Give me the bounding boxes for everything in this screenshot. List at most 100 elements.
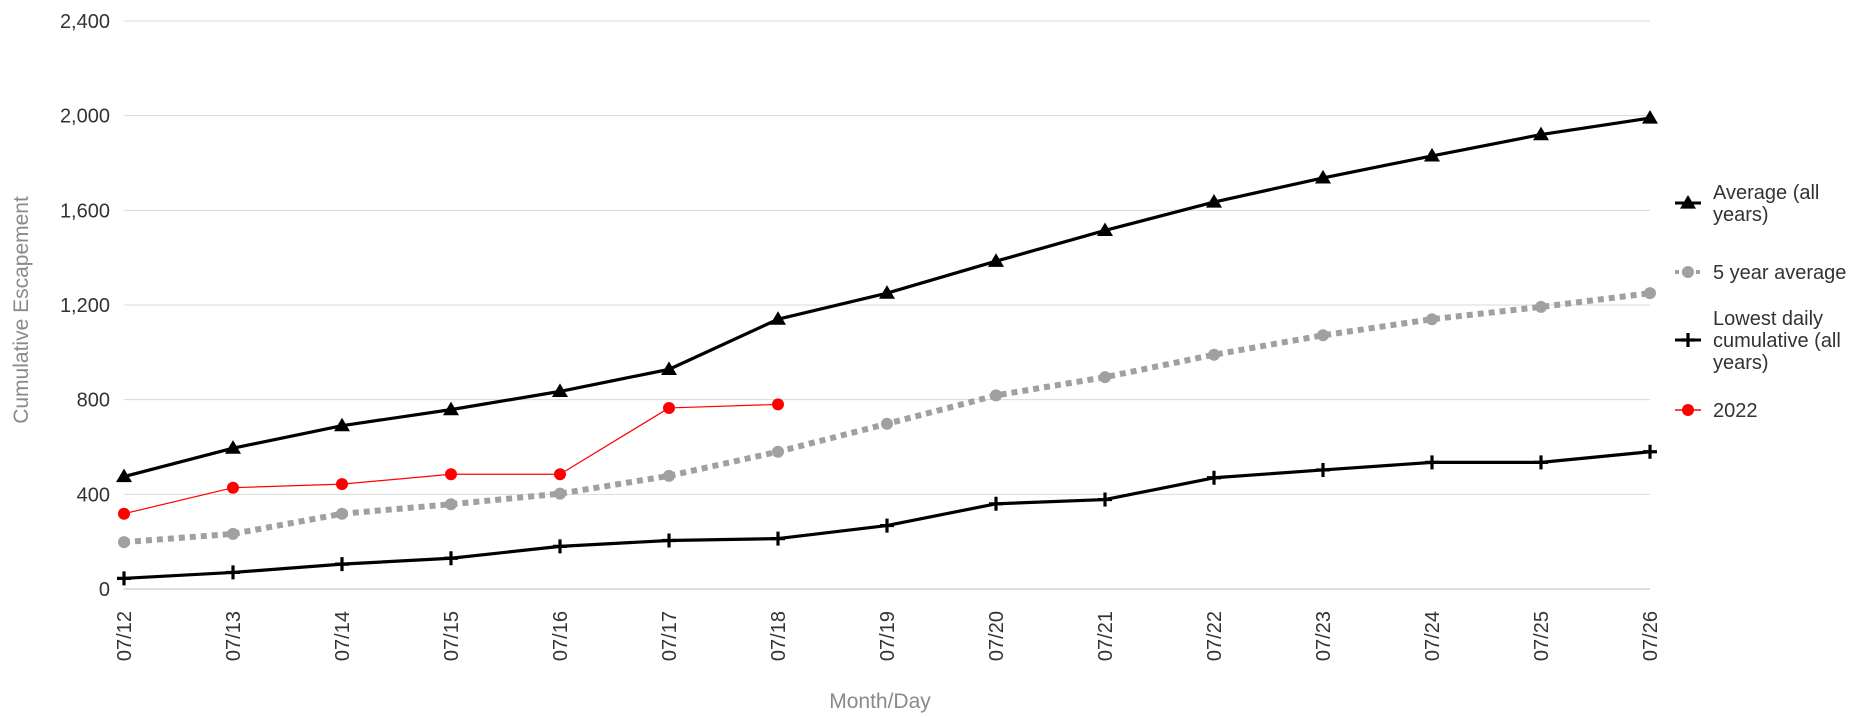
data-point [1316, 462, 1330, 477]
x-axis-title: Month/Day [829, 690, 931, 713]
x-tick-label: 07/20 [986, 611, 1008, 661]
x-tick-label: 07/16 [550, 611, 572, 661]
series-2 [118, 287, 1656, 549]
y-tick-label: 400 [77, 484, 110, 506]
data-point [1098, 492, 1112, 507]
data-point [1207, 470, 1221, 485]
data-point [770, 311, 786, 325]
data-point [880, 518, 894, 533]
data-point [1534, 455, 1548, 470]
data-point [1426, 313, 1438, 326]
data-point [771, 531, 785, 546]
legend-item: 5 year average [1675, 262, 1846, 284]
legend-label-line: 5 year average [1713, 262, 1846, 284]
series-4 [118, 398, 784, 520]
data-point [661, 361, 677, 375]
y-tick-label: 2,000 [60, 106, 110, 128]
data-point [118, 536, 130, 549]
data-point [988, 253, 1004, 267]
legend-item: 2022 [1675, 400, 1758, 422]
series-line [123, 290, 1651, 546]
legend-label: 2022 [1713, 400, 1758, 422]
x-tick-label: 07/18 [768, 611, 790, 661]
legend-swatch-marker [1681, 333, 1695, 347]
data-point [1643, 444, 1657, 459]
x-tick-label: 07/13 [223, 611, 245, 661]
data-point [336, 478, 348, 491]
data-point [554, 487, 566, 500]
data-point [989, 496, 1003, 511]
data-point [1644, 287, 1656, 300]
data-point [117, 571, 131, 586]
legend-label-line: 2022 [1713, 400, 1758, 422]
legend-swatch-marker [1680, 195, 1696, 209]
x-tick-label: 07/26 [1640, 611, 1662, 661]
legend-label-line: years) [1713, 352, 1769, 374]
x-axis-ticks: 07/12 07/13 07/14 07/15 07/16 07/17 07/18 07/19… [114, 611, 1662, 661]
legend-item: Lowest daily cumulative (all years) [1675, 308, 1841, 374]
data-point [1208, 348, 1220, 361]
series-1 [116, 110, 1658, 483]
y-axis-ticks: 0 400 800 1,200 1,600 2,000 2,400 [60, 11, 110, 601]
data-point [227, 481, 239, 494]
data-point [1206, 194, 1222, 208]
data-point [1315, 169, 1331, 184]
legend-label: Average (all years) [1713, 182, 1819, 226]
legend-label: Lowest daily cumulative (all years) [1713, 308, 1841, 374]
legend-label-line: Average (all [1713, 182, 1819, 204]
legend-swatch-marker [1682, 266, 1694, 278]
data-point [772, 445, 784, 458]
data-point [1097, 222, 1113, 237]
data-point [118, 507, 130, 520]
x-tick-label: 07/15 [441, 611, 463, 661]
data-point [1424, 147, 1440, 162]
y-tick-label: 1,200 [60, 295, 110, 317]
series-line [123, 403, 779, 515]
grid-layer [124, 20, 1650, 590]
y-tick-label: 0 [99, 579, 110, 601]
data-point [662, 533, 676, 548]
legend-label-line: years) [1713, 204, 1769, 226]
data-point [879, 285, 895, 299]
data-point [1533, 126, 1549, 141]
data-point [226, 565, 240, 580]
y-tick-label: 800 [77, 390, 110, 412]
data-point [881, 417, 893, 430]
x-tick-label: 07/25 [1531, 611, 1553, 661]
data-point [1535, 300, 1547, 313]
data-point [554, 468, 566, 481]
x-tick-label: 07/21 [1095, 611, 1117, 661]
data-point [990, 389, 1002, 402]
series-3 [117, 444, 1657, 586]
data-point [1317, 329, 1329, 342]
x-tick-label: 07/17 [659, 611, 681, 661]
x-tick-label: 07/19 [877, 611, 899, 661]
data-point [552, 383, 568, 397]
y-tick-label: 2,400 [60, 11, 110, 33]
x-tick-label: 07/24 [1422, 611, 1444, 661]
x-tick-label: 07/22 [1204, 611, 1226, 661]
data-point [334, 417, 350, 432]
legend-item: Average (all years) [1675, 182, 1819, 226]
data-point [1099, 371, 1111, 384]
x-tick-label: 07/14 [332, 611, 354, 661]
data-point [225, 440, 241, 454]
data-point [444, 551, 458, 566]
data-point [335, 557, 349, 572]
data-point [443, 401, 459, 416]
x-tick-label: 07/12 [114, 611, 136, 661]
data-point [1425, 455, 1439, 470]
data-point [445, 468, 457, 481]
legend-swatch-marker [1682, 404, 1694, 416]
legend-label-line: Lowest daily [1713, 308, 1823, 330]
y-tick-label: 1,600 [60, 200, 110, 222]
data-point [663, 469, 675, 482]
series-layer [116, 110, 1658, 586]
data-point [227, 527, 239, 540]
x-tick-label: 07/23 [1313, 611, 1335, 661]
data-point [1642, 110, 1658, 124]
series-line [123, 450, 1651, 580]
